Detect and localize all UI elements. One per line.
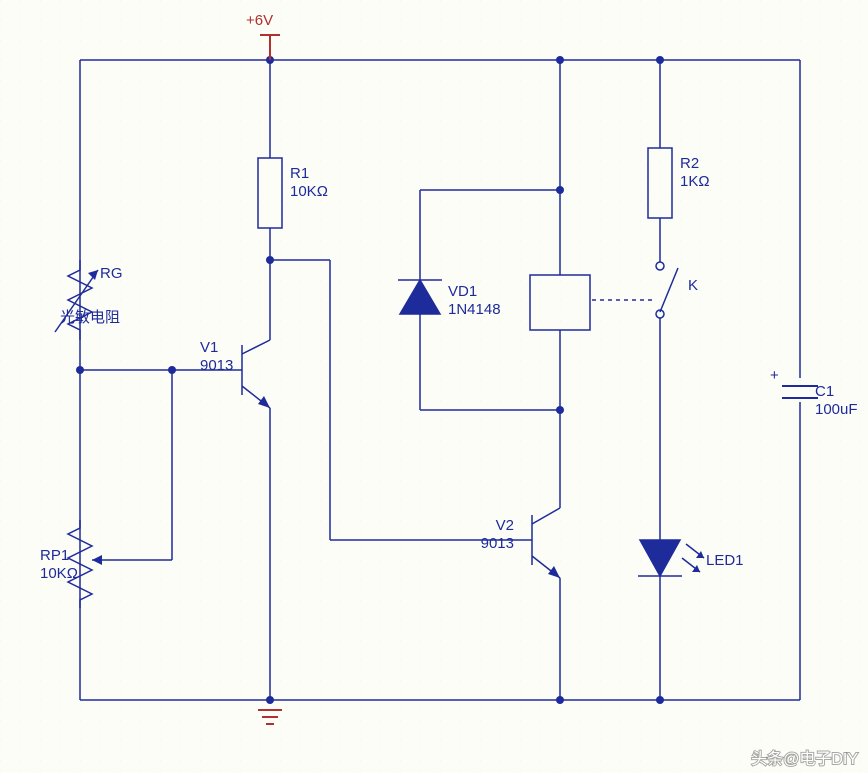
vd1-value: 1N4148 xyxy=(448,301,501,318)
v1-ref: V1 xyxy=(200,339,218,356)
svg-text:+: + xyxy=(770,367,779,384)
k-ref: K xyxy=(688,277,698,294)
watermark: 头条@电子DIY xyxy=(751,750,858,768)
rp1-value: 10KΩ xyxy=(40,565,78,582)
grid xyxy=(0,0,868,773)
rp1-ref: RP1 xyxy=(40,547,69,564)
vd1-ref: VD1 xyxy=(448,283,477,300)
vcc-label: +6V xyxy=(246,12,273,29)
c1-ref: C1 xyxy=(815,383,834,400)
v1-value: 9013 xyxy=(200,357,233,374)
rg-ref: RG xyxy=(100,265,123,282)
circuit-schematic: +6V RG 光敏电阻 RP1 10KΩ R1 10KΩ R2 1KΩ xyxy=(0,0,868,773)
v2-ref: V2 xyxy=(496,517,514,534)
v2-value: 9013 xyxy=(481,535,514,552)
r1-value: 10KΩ xyxy=(290,183,328,200)
r2-ref: R2 xyxy=(680,155,699,172)
r2-value: 1KΩ xyxy=(680,173,710,190)
rg-desc: 光敏电阻 xyxy=(60,309,120,326)
c1-value: 100uF xyxy=(815,401,858,418)
r1-ref: R1 xyxy=(290,165,309,182)
led1-ref: LED1 xyxy=(706,552,744,569)
